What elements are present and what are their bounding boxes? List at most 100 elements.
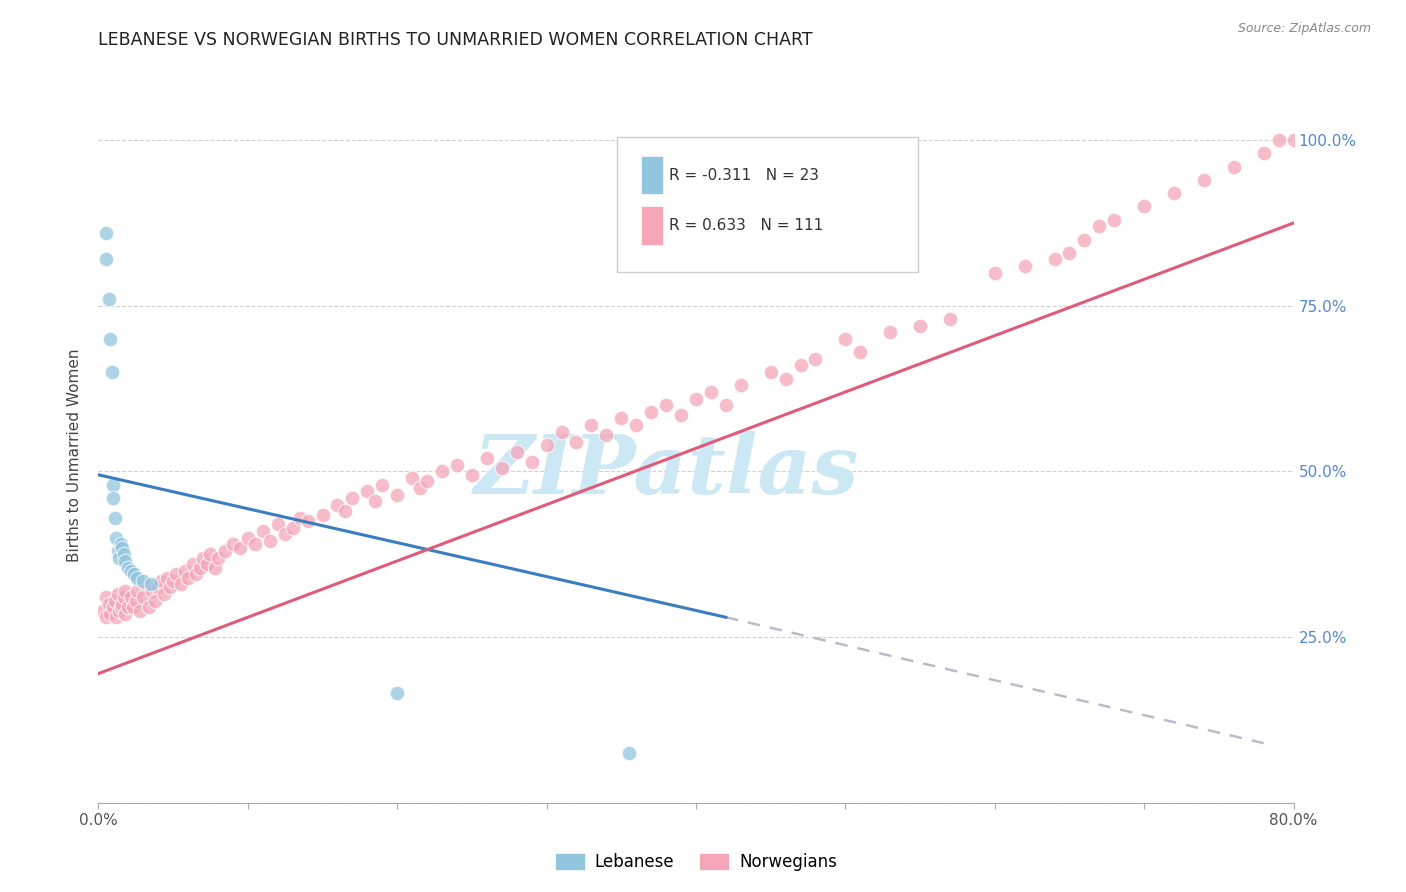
Point [245,537,267,551]
Point [229,541,252,555]
Point [97,597,120,611]
Point [983,266,1005,280]
Point [879,326,901,340]
Point [849,345,872,359]
Point [655,398,678,412]
Point [1163,186,1185,201]
Point [274,527,297,541]
Point [730,378,752,392]
Point [98,607,122,621]
Point [91,604,114,618]
Point [789,359,811,373]
Point [1014,259,1036,273]
Point [364,494,387,508]
Y-axis label: Births to Unmarried Women: Births to Unmarried Women [67,348,83,562]
Text: Source: ZipAtlas.com: Source: ZipAtlas.com [1237,22,1371,36]
Point [132,591,155,605]
Point [135,577,157,591]
Point [430,465,453,479]
Point [117,560,139,574]
Point [595,428,617,442]
Point [536,438,558,452]
Point [1253,146,1275,161]
Point [1282,133,1305,147]
Point [204,560,226,574]
Point [184,567,207,582]
Point [132,574,155,588]
Point [401,471,423,485]
Point [98,332,122,346]
Point [685,392,707,406]
Point [288,511,311,525]
Point [267,517,290,532]
Point [1059,245,1081,260]
Point [110,600,132,615]
Point [121,600,143,615]
Point [669,408,692,422]
Point [105,531,128,545]
Point [104,511,127,525]
Point [94,591,117,605]
Point [222,537,245,551]
Point [297,514,319,528]
Point [342,491,364,505]
Point [177,570,200,584]
Point [191,550,214,565]
Point [153,587,176,601]
Point [117,600,139,615]
Point [1088,219,1111,234]
Point [94,226,117,240]
Point [1267,133,1289,147]
Point [112,591,135,605]
Point [714,398,737,412]
Legend: Lebanese, Norwegians: Lebanese, Norwegians [548,847,844,878]
Point [939,312,962,326]
Point [565,434,588,449]
Point [1223,160,1246,174]
Point [174,564,197,578]
Point [311,508,333,522]
Point [162,574,184,588]
Point [112,547,135,561]
Point [908,318,931,333]
Point [197,558,219,572]
Point [127,570,149,584]
Point [101,365,124,379]
Point [775,372,797,386]
Point [181,558,204,572]
Point [104,593,127,607]
Point [94,252,117,267]
Point [103,491,125,505]
Point [214,544,236,558]
Point [159,581,181,595]
Point [156,570,179,584]
Point [640,405,662,419]
Point [804,351,827,366]
Point [148,581,170,595]
Point [120,564,142,578]
Point [150,574,173,588]
Point [759,365,782,379]
Point [94,610,117,624]
Point [114,583,136,598]
Point [111,541,134,555]
Point [416,475,439,489]
Point [125,593,148,607]
Point [550,425,572,439]
Point [165,567,187,582]
Point [127,583,149,598]
Point [385,686,409,700]
Point [107,544,129,558]
Text: R = 0.633   N = 111: R = 0.633 N = 111 [669,218,823,233]
Point [97,292,120,306]
Point [491,461,513,475]
Point [114,607,136,621]
Point [120,591,142,605]
Point [333,504,356,518]
Point [475,451,498,466]
Point [506,444,529,458]
Point [188,560,211,574]
Text: ZIPatlas: ZIPatlas [474,432,859,511]
Point [1192,173,1215,187]
Point [1133,199,1156,213]
